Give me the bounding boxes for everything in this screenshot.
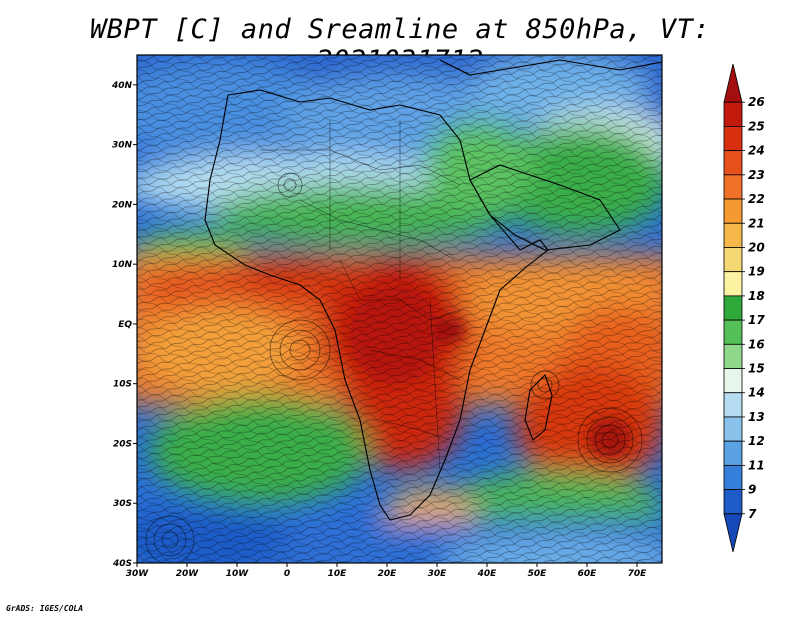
- colorbar-segment: [723, 247, 743, 273]
- x-tick-label: 30W: [126, 569, 150, 579]
- colorbar-segment: [723, 368, 743, 394]
- y-tick-label: 20S: [113, 439, 132, 449]
- colorbar-label: 7: [748, 507, 757, 521]
- colorbar-label: 23: [748, 168, 765, 182]
- x-tick-label: 30E: [428, 569, 448, 579]
- colorbar-label: 24: [748, 144, 765, 158]
- latitude-axis: 40N 30N 20N 10N EQ 10S 20S 30S 40S: [111, 81, 137, 569]
- colorbar-segment: [723, 440, 743, 466]
- streamline-vortices: [145, 172, 643, 563]
- colorbar-label: 11: [748, 458, 765, 472]
- colorbar-segment: [723, 392, 743, 418]
- colorbar-segment: [723, 222, 743, 248]
- wbpt-shaded-field: [137, 55, 662, 563]
- colorbar-label: 25: [748, 119, 765, 133]
- colorbar-label: 21: [748, 216, 765, 230]
- grads-credit: GrADS: IGES/COLA: [6, 604, 84, 613]
- colorbar-label: 15: [748, 362, 765, 376]
- x-tick-label: 60E: [578, 569, 598, 579]
- colorbar-label: 18: [748, 289, 765, 303]
- colorbar-label: 22: [748, 192, 765, 206]
- x-tick-label: 50E: [528, 569, 548, 579]
- x-tick-label: 0: [284, 569, 290, 579]
- colorbar-segment: [723, 174, 743, 200]
- colorbar-segment: [723, 271, 743, 297]
- colorbar-segment: [723, 416, 743, 442]
- colorbar-label: 16: [748, 337, 765, 351]
- y-tick-label: 30S: [113, 499, 132, 509]
- colorbar-label: 9: [748, 483, 756, 497]
- x-tick-label: 20E: [378, 569, 398, 579]
- y-tick-label: 30N: [112, 141, 133, 151]
- colorbar-label: 20: [748, 240, 765, 254]
- colorbar-segment: [723, 343, 743, 369]
- x-tick-label: 40E: [477, 569, 498, 579]
- colorbar-segment: [723, 489, 743, 515]
- y-tick-label: 20N: [112, 200, 133, 210]
- x-tick-label: 20W: [176, 569, 200, 579]
- map-frame: [136, 54, 663, 564]
- y-tick-label: 40S: [112, 559, 132, 569]
- y-tick-label: 10S: [113, 380, 132, 390]
- colorbar-bottom-arrow: [723, 513, 743, 553]
- colorbar-segment: [723, 101, 743, 127]
- colorbar-segment: [723, 319, 743, 345]
- coastlines: [204, 59, 662, 521]
- y-tick-label: EQ: [118, 320, 132, 330]
- colorbar-segment: [723, 464, 743, 490]
- y-tick-label: 10N: [112, 260, 133, 270]
- colorbar-label: 12: [748, 434, 765, 448]
- longitude-axis: 30W 20W 10W 0 10E 20E 30E 40E 50E 60E 70E: [126, 563, 647, 579]
- colorbar-segment: [723, 150, 743, 176]
- colorbar-segment: [723, 126, 743, 152]
- colorbar-segment: [723, 295, 743, 321]
- temperature-colorbar: 26 25 24 23 22 21 20 19 18 17 16 15 14 13 12 11 9 7: [723, 63, 765, 553]
- colorbar-label: 17: [748, 313, 765, 327]
- colorbar-label: 26: [748, 95, 765, 109]
- y-tick-label: 40N: [111, 81, 133, 91]
- colorbar-label: 14: [748, 386, 765, 400]
- colorbar-label: 13: [748, 410, 765, 424]
- colorbar-top-arrow: [723, 63, 743, 103]
- x-tick-label: 10W: [226, 569, 250, 579]
- country-borders: [260, 120, 461, 471]
- colorbar-label: 19: [748, 265, 765, 279]
- x-tick-label: 70E: [628, 569, 648, 579]
- colorbar-segment: [723, 198, 743, 224]
- x-tick-label: 10E: [328, 569, 348, 579]
